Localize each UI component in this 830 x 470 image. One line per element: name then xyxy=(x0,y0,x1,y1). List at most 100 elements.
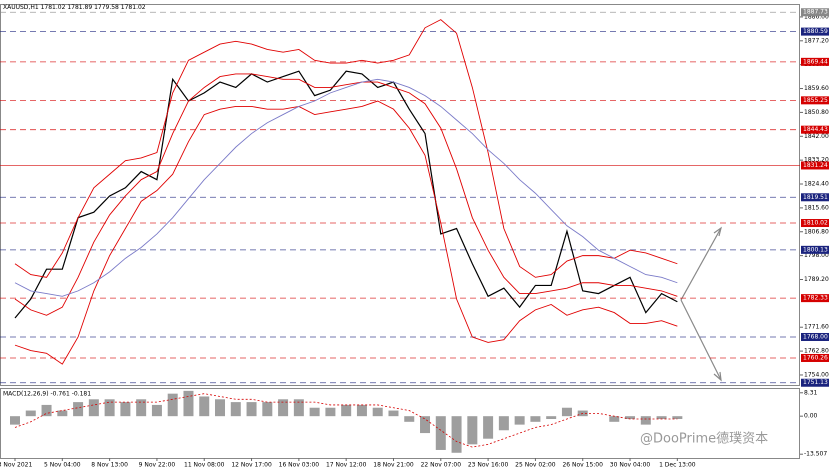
macd-bar xyxy=(278,399,289,417)
symbol-title: XAUUSD,H1 1781.02 1781.89 1779.58 1781.0… xyxy=(3,4,146,11)
watermark: @DooPrime德璞资本 xyxy=(640,432,768,447)
macd-bar xyxy=(483,416,494,439)
macd-bar xyxy=(404,416,415,422)
series-line xyxy=(14,19,678,278)
y-tick-label: 8.31 xyxy=(804,389,818,396)
macd-bar xyxy=(183,390,194,417)
level-box xyxy=(801,219,829,228)
macd-title: MACD(12,26,9) -0.761 -0.181 xyxy=(3,391,91,398)
y-tick-label: 1824.40 xyxy=(804,181,829,188)
macd-bar xyxy=(625,416,636,419)
level-label: 1760.26 xyxy=(803,354,828,361)
series-line xyxy=(14,73,678,316)
x-tick-label: 25 Nov 02:00 xyxy=(515,462,556,469)
level-label: 1800.13 xyxy=(803,246,828,253)
y-tick-label: 1798.00 xyxy=(804,252,829,259)
macd-bar xyxy=(73,402,84,417)
level-box xyxy=(801,245,829,254)
macd-bar xyxy=(151,404,162,417)
level-box xyxy=(801,193,829,202)
macd-bar xyxy=(467,416,478,445)
macd-bar xyxy=(356,404,367,417)
macd-bar xyxy=(41,404,52,417)
x-tick-label: 9 Nov 22:00 xyxy=(139,462,176,469)
level-box xyxy=(801,332,829,341)
level-label: 1869.44 xyxy=(803,58,828,65)
y-tick-label: 1789.20 xyxy=(804,276,829,283)
level-label: 1768.00 xyxy=(803,333,828,340)
level-box xyxy=(801,294,829,303)
macd-bar xyxy=(167,393,178,417)
level-label: 1751.13 xyxy=(803,379,828,386)
x-tick-label: 12 Nov 17:00 xyxy=(231,462,272,469)
macd-bar xyxy=(57,410,68,417)
x-tick-label: 5 Nov 04:00 xyxy=(44,462,81,469)
level-box xyxy=(801,378,829,387)
y-tick-label: 0.00 xyxy=(804,413,818,420)
level-label: 1887.73 xyxy=(803,9,828,16)
macd-bar xyxy=(104,399,115,417)
level-label: 1819.51 xyxy=(803,194,828,201)
macd-bar xyxy=(420,416,431,434)
macd-bar xyxy=(230,402,241,417)
x-tick-label: 8 Nov 13:00 xyxy=(91,462,128,469)
y-tick-label: -13.507 xyxy=(804,451,827,458)
macd-bar xyxy=(546,416,557,419)
x-tick-label: 17 Nov 12:00 xyxy=(326,462,367,469)
macd-bar xyxy=(372,407,383,417)
level-box xyxy=(801,161,829,170)
series-line xyxy=(14,100,678,365)
y-tick-label: 1833.20 xyxy=(804,157,829,164)
macd-frame xyxy=(0,388,800,459)
y-tick-label: 1850.80 xyxy=(804,109,829,116)
macd-bar xyxy=(498,416,509,431)
macd-bar xyxy=(246,402,257,417)
macd-bar xyxy=(120,402,131,417)
y-tick-label: 1771.60 xyxy=(804,324,829,331)
x-tick-label: 16 Nov 03:00 xyxy=(279,462,320,469)
macd-bar xyxy=(656,416,667,419)
macd-bar xyxy=(388,410,399,417)
forecast-arrows xyxy=(680,226,722,382)
y-tick-label: 1762.80 xyxy=(804,348,829,355)
macd-bar xyxy=(341,404,352,417)
x-tick-label: 30 Nov 04:00 xyxy=(610,462,651,469)
level-label: 1831.24 xyxy=(803,162,828,169)
arrow-down xyxy=(680,299,722,381)
level-box xyxy=(801,27,829,36)
y-tick-label: 1877.20 xyxy=(804,37,829,44)
level-label: 1810.02 xyxy=(803,220,828,227)
macd-bar xyxy=(561,407,572,417)
x-tick-label: 11 Nov 08:00 xyxy=(184,462,225,469)
x-tick-label: 22 Nov 07:00 xyxy=(421,462,462,469)
y-tick-label: 1886.00 xyxy=(804,13,829,20)
x-tick-label: 23 Nov 16:00 xyxy=(468,462,509,469)
series-line xyxy=(14,78,678,297)
level-label: 1855.25 xyxy=(803,97,828,104)
x-tick-label: 1 Dec 13:00 xyxy=(659,462,696,469)
macd-bar xyxy=(325,407,336,417)
y-tick-label: 1815.60 xyxy=(804,204,829,211)
y-tick-label: 1842.00 xyxy=(804,133,829,140)
level-label: 1782.33 xyxy=(803,295,828,302)
y-tick-label: 1859.60 xyxy=(804,85,829,92)
level-box xyxy=(801,125,829,134)
macd-bar xyxy=(88,399,99,417)
x-tick-label: 26 Nov 15:00 xyxy=(562,462,603,469)
macd-bar xyxy=(262,402,273,417)
macd-bar xyxy=(451,416,462,453)
arrow-up xyxy=(680,227,722,301)
macd-bar xyxy=(609,416,620,422)
series-line xyxy=(14,70,678,319)
macd-bar xyxy=(199,396,210,417)
arrowhead-down xyxy=(713,371,722,382)
y-tick-label: 1754.00 xyxy=(804,371,829,378)
level-box xyxy=(801,8,829,17)
macd-bar xyxy=(25,410,36,417)
arrowhead-up xyxy=(713,226,722,237)
macd-bar xyxy=(10,416,20,425)
x-tick-label: 3 Nov 2021 xyxy=(0,462,32,469)
x-tick-label: 18 Nov 21:00 xyxy=(373,462,414,469)
level-box xyxy=(801,353,829,362)
